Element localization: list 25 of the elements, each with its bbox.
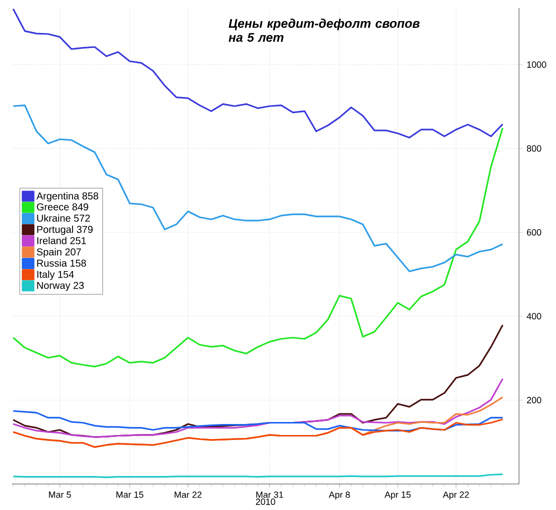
legend-label: Russia 158 bbox=[37, 259, 86, 267]
y-tick-label: 1000 bbox=[527, 61, 546, 68]
x-tick-label: Apr 22 bbox=[442, 492, 469, 500]
y-tick-label: 400 bbox=[526, 313, 542, 320]
text: Цены кредит-дефолт свопов на 5 лет bbox=[228, 18, 420, 42]
y-tick-label: 200 bbox=[526, 396, 542, 404]
legend-label: Portugal 379 bbox=[37, 226, 93, 235]
legend-label: Ukraine 572 bbox=[37, 214, 90, 222]
legend-label: Norway 23 bbox=[37, 282, 84, 291]
legend-label: Argentina 858 bbox=[36, 192, 98, 202]
x-tick-label: Mar 15 bbox=[116, 492, 144, 498]
legend-label: Italy 154 bbox=[37, 270, 74, 280]
x-tick-label: Apr 8 bbox=[328, 492, 350, 500]
legend-label: Ireland 251 bbox=[37, 236, 86, 244]
y-tick-label: 600 bbox=[526, 229, 542, 236]
y-tick-label: 800 bbox=[526, 145, 542, 152]
x-tick-label: Mar 22 bbox=[174, 492, 202, 498]
x-tick-label: Apr 15 bbox=[384, 492, 411, 500]
legend-label: Spain 207 bbox=[36, 248, 81, 258]
x-axis-title: 2010 bbox=[256, 498, 276, 505]
line-series bbox=[12, 8, 504, 138]
x-tick-label: Mar 5 bbox=[49, 492, 71, 498]
legend-label: Greece 849 bbox=[36, 203, 88, 210]
x-tick-label: Mar 31 bbox=[256, 492, 284, 498]
line-series bbox=[12, 127, 504, 368]
